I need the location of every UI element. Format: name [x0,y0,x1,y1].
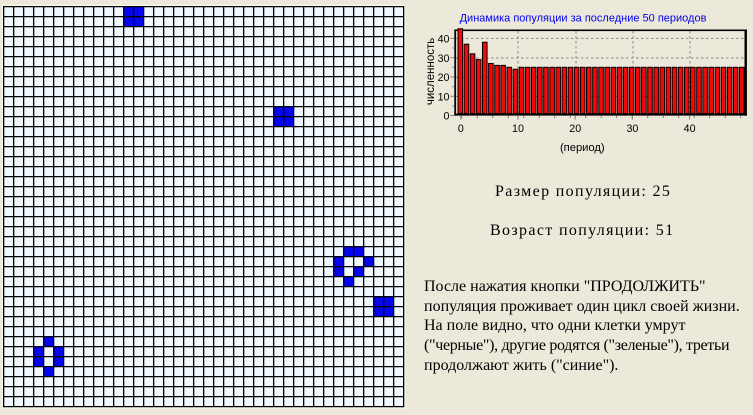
svg-text:20: 20 [438,72,450,84]
svg-text:Динамика популяции за последни: Динамика популяции за последние 50 перио… [460,13,707,25]
svg-text:10: 10 [438,91,450,103]
svg-text:0: 0 [458,123,464,135]
svg-text:30: 30 [438,53,450,65]
svg-text:(период): (период) [560,142,605,154]
svg-text:40: 40 [438,34,450,46]
svg-text:20: 20 [569,123,581,135]
svg-text:10: 10 [512,123,524,135]
svg-text:численность: численность [425,38,437,105]
svg-text:40: 40 [684,123,696,135]
svg-text:0: 0 [444,111,450,123]
svg-text:30: 30 [626,123,638,135]
